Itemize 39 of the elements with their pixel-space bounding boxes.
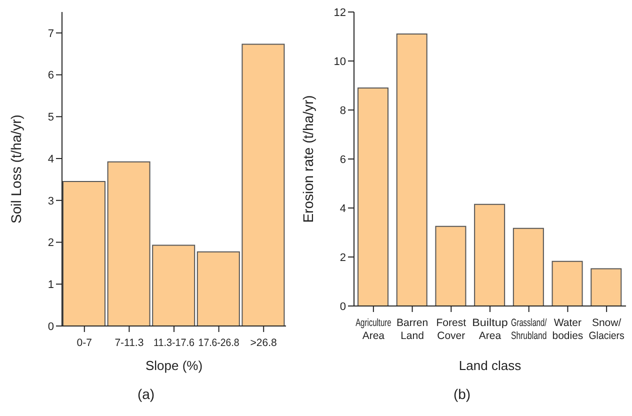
y-tick-label: 2 xyxy=(48,237,54,250)
y-tick-label: 8 xyxy=(340,104,346,117)
y-tick-label: 1 xyxy=(48,279,54,292)
y-tick-label: 7 xyxy=(48,28,54,40)
y-tick-label: 3 xyxy=(48,195,54,208)
x-tick-label: >26.8 xyxy=(250,337,278,349)
x-tick-label: Barren Land xyxy=(396,317,428,342)
y-tick-label: 0 xyxy=(48,320,54,333)
y-tick-label: 4 xyxy=(340,202,346,215)
x-tick-label: 17.6-26.8 xyxy=(198,337,243,349)
y-tick-label: 5 xyxy=(48,112,54,124)
text: (a) xyxy=(136,386,156,402)
y-axis-title: Soil Loss (t/ha/yr) xyxy=(8,114,24,224)
y-tick-label: 0 xyxy=(340,300,346,313)
x-tick-label: 0-7 xyxy=(76,337,92,349)
y-axis-title: Erosion rate (t/ha/yr) xyxy=(300,95,316,223)
y-tick-label: 6 xyxy=(340,154,346,166)
x-tick-label: 7-11.3 xyxy=(114,337,144,349)
x-tick-label: Water bodies xyxy=(552,317,584,342)
y-tick-label: 6 xyxy=(48,70,54,82)
y-tick-label: 2 xyxy=(340,252,346,264)
bar xyxy=(552,260,583,306)
y-tick-label: 10 xyxy=(334,56,346,68)
x-tick-label: Snow/ Glaciers xyxy=(588,317,628,342)
x-axis-title: Slope (%) xyxy=(145,358,203,373)
bar xyxy=(358,87,388,306)
text: (b) xyxy=(452,386,472,402)
bar xyxy=(512,228,544,306)
x-tick-label: Builtup Area xyxy=(472,317,508,342)
y-tick-label: 12 xyxy=(334,6,346,19)
y-tick-label: 4 xyxy=(48,153,54,166)
bar xyxy=(396,34,428,306)
x-tick-label: 11.3-17.6 xyxy=(154,337,198,349)
bar xyxy=(590,268,622,306)
bar xyxy=(62,181,106,326)
x-tick-label: Forest Cover xyxy=(436,317,466,342)
bar xyxy=(435,226,466,306)
bar xyxy=(474,204,506,306)
x-axis-title: Land class xyxy=(458,358,522,373)
